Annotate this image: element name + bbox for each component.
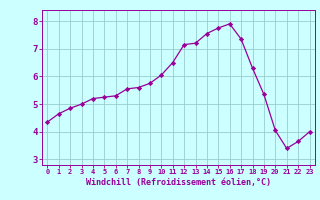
- X-axis label: Windchill (Refroidissement éolien,°C): Windchill (Refroidissement éolien,°C): [86, 178, 271, 187]
